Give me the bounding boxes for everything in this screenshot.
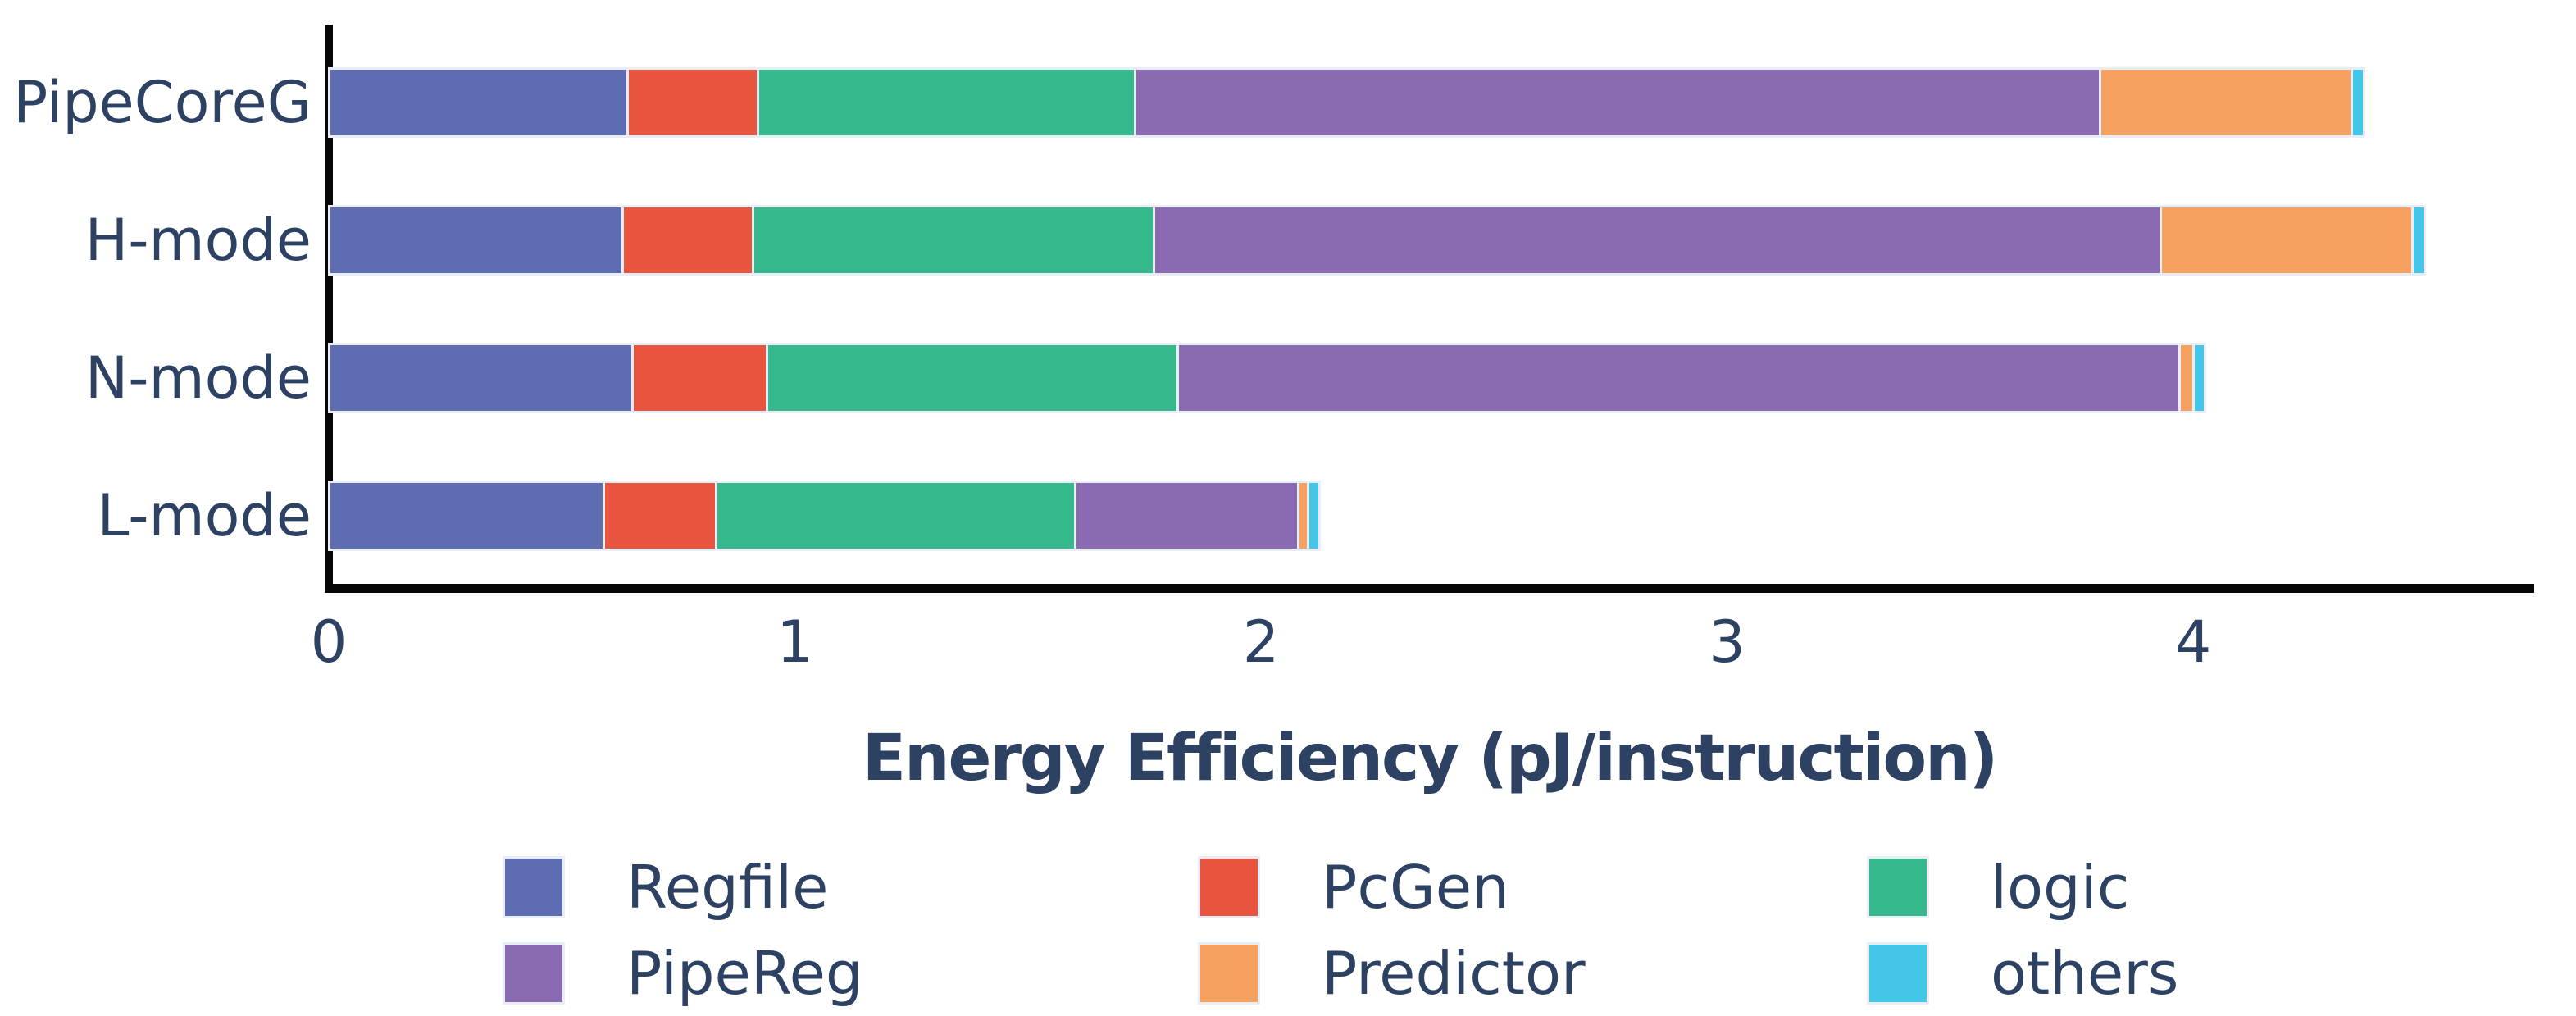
- bar-segment-pcgen: [621, 205, 758, 276]
- bar-segment-others: [2411, 205, 2426, 276]
- x-tick-label-2: 2: [1242, 608, 1280, 676]
- y-axis-line: [325, 25, 333, 592]
- bar-segment-pcgen: [630, 343, 771, 413]
- y-axis-label-l-mode: L-mode: [97, 482, 312, 549]
- legend-label-others: others: [1991, 939, 2179, 1008]
- legend-item-pcgen: PcGen: [1198, 853, 1509, 922]
- bar-segment-others: [2191, 343, 2207, 413]
- legend-swatch-predictor: [1198, 942, 1260, 1005]
- x-tick-label-1: 1: [776, 608, 813, 676]
- x-tick-label-3: 3: [1709, 608, 1745, 676]
- x-tick-label-0: 0: [310, 608, 348, 676]
- legend-label-logic: logic: [1991, 853, 2130, 922]
- bar-row-h-mode: [327, 205, 2426, 276]
- y-axis-label-h-mode: H-mode: [84, 207, 312, 274]
- legend-item-predictor: Predictor: [1198, 939, 1586, 1008]
- bar-segment-predictor: [2099, 67, 2356, 138]
- bar-row-n-mode: [328, 343, 2207, 413]
- legend-item-pipereg: PipeReg: [503, 939, 863, 1008]
- y-axis-label-n-mode: N-mode: [84, 344, 312, 412]
- bar-segment-logic: [714, 481, 1079, 551]
- bar-segment-pipereg: [1176, 343, 2183, 413]
- legend-swatch-pipereg: [503, 942, 565, 1005]
- bar-segment-predictor: [2160, 205, 2417, 276]
- legend-swatch-logic: [1867, 856, 1929, 918]
- legend-swatch-pcgen: [1198, 856, 1260, 918]
- legend-item-logic: logic: [1867, 853, 2130, 922]
- legend-item-regfile: Regfile: [503, 853, 829, 922]
- bar-segment-pipereg: [1134, 67, 2105, 138]
- legend-label-pipereg: PipeReg: [626, 939, 863, 1008]
- x-axis-line: [325, 584, 2534, 593]
- bar-segment-regfile: [328, 67, 631, 138]
- bar-segment-others: [2351, 67, 2365, 138]
- bar-segment-predictor: [1297, 481, 1312, 551]
- bar-segment-pcgen: [626, 67, 762, 138]
- legend-label-pcgen: PcGen: [1322, 853, 1509, 922]
- bar-segment-logic: [766, 343, 1181, 413]
- legend-item-others: others: [1867, 939, 2179, 1008]
- bar-segment-others: [1306, 481, 1322, 551]
- bar-segment-pcgen: [603, 481, 720, 551]
- bar-segment-regfile: [328, 343, 636, 413]
- legend-label-predictor: Predictor: [1322, 939, 1586, 1008]
- bar-segment-logic: [756, 67, 1140, 138]
- x-axis-title: Energy Efficiency (pJ/instruction): [862, 722, 1999, 795]
- bar-segment-regfile: [327, 481, 608, 551]
- legend-swatch-others: [1867, 942, 1929, 1005]
- bar-row-l-mode: [327, 481, 1322, 551]
- bar-segment-predictor: [2178, 343, 2197, 413]
- bar-row-pipecoreg: [328, 67, 2365, 138]
- legend-label-regfile: Regfile: [626, 853, 829, 922]
- legend-swatch-regfile: [503, 856, 565, 918]
- y-axis-label-pipecoreg: PipeCoreG: [13, 69, 312, 136]
- x-tick-label-4: 4: [2174, 608, 2212, 676]
- bar-segment-logic: [752, 205, 1158, 276]
- bar-segment-regfile: [327, 205, 627, 276]
- bar-segment-pipereg: [1153, 205, 2165, 276]
- bar-segment-pipereg: [1073, 481, 1303, 551]
